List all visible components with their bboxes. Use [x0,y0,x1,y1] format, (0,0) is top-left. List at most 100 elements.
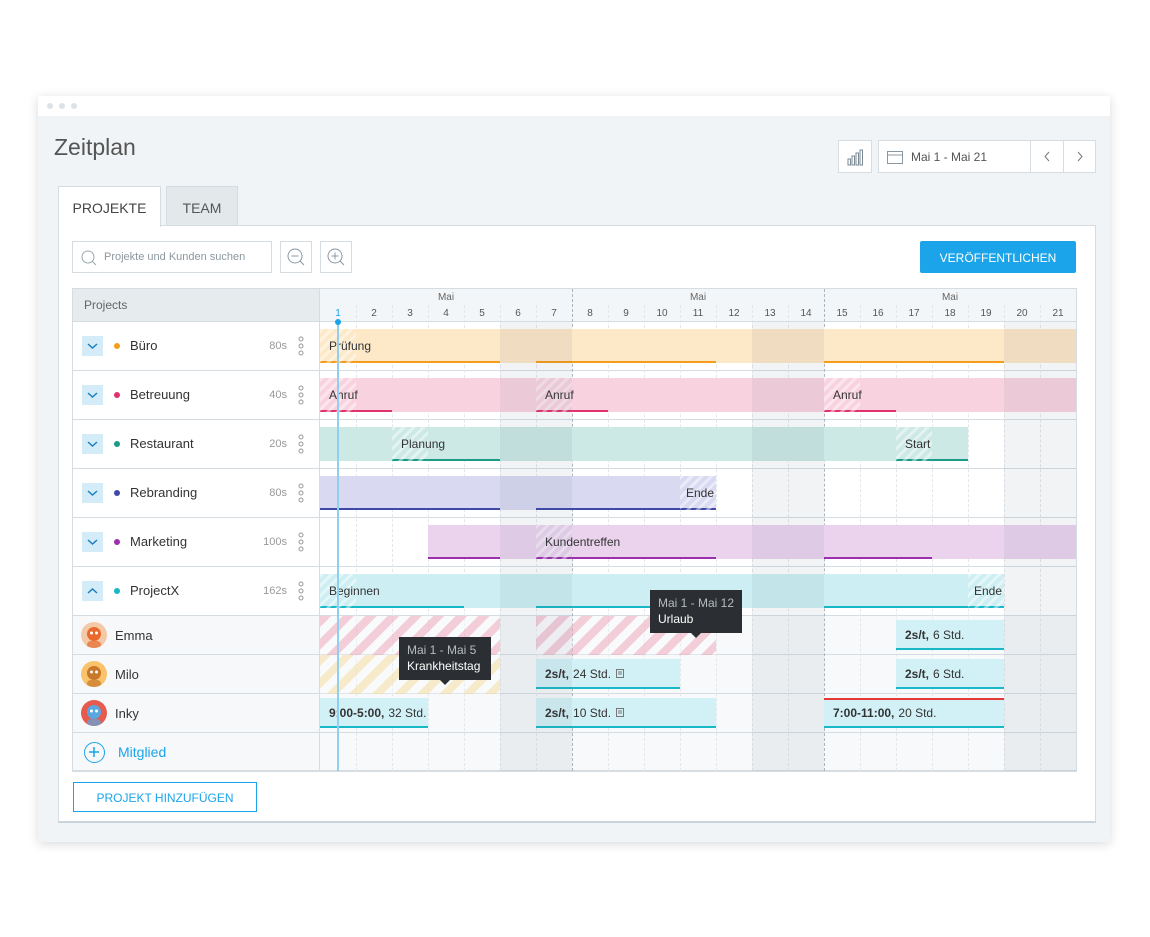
time-rest: 24 Std. [573,667,612,681]
zoom-out[interactable] [280,241,312,273]
calendar-icon [887,151,903,164]
prev-button[interactable] [1030,141,1063,172]
task-label[interactable]: Prüfung [329,339,372,353]
task-label[interactable]: Ende [973,584,1002,598]
project-name: Betreuung [130,387,190,402]
publish-button[interactable]: VERÖFFENTLICHEN [920,241,1076,273]
time-card[interactable] [896,620,1004,650]
project-bar [320,427,968,461]
chevron [87,441,98,448]
time-text: 9:00-5:00, 32 Std. [329,706,426,720]
add-member-icon[interactable] [84,742,105,763]
task-label[interactable]: Planung [401,437,446,451]
day-label: 13 [764,308,776,319]
day-label: 20 [1016,308,1028,319]
add-member-label[interactable]: Mitglied [118,744,167,760]
time-rest: 6 Std. [933,667,965,681]
project-hours: 80s [269,340,287,352]
project-name: Büro [130,338,158,353]
task-label[interactable]: Kundentreffen [545,535,621,549]
project-hours: 20s [269,438,287,450]
progress-line [536,508,716,510]
time-bold: 2s/t, [905,667,930,681]
time-card[interactable] [536,659,680,689]
chevron [87,392,98,399]
expand-toggle[interactable] [82,434,103,454]
progress-line [824,361,1004,363]
progress-line [536,557,716,559]
task-label[interactable]: Start [905,437,931,451]
expand-toggle[interactable] [82,336,103,356]
menu-dots[interactable] [297,581,305,603]
time-card[interactable] [896,659,1004,689]
chevron [87,587,98,594]
day-label: 8 [587,308,593,319]
project-hours: 40s [269,389,287,401]
task-label[interactable]: Anruf [545,388,574,402]
stats-button[interactable] [838,140,872,173]
task-hatch [392,427,428,461]
time-text: 7:00-11:00, 20 Std. [833,706,936,720]
menu-dots[interactable] [297,336,305,358]
publish-label: VERÖFFENTLICHEN [939,251,1057,265]
zoom-in[interactable] [320,241,352,273]
day-label: 6 [515,308,521,319]
task-label[interactable]: Anruf [833,388,862,402]
search-box[interactable]: Projekte und Kunden suchen [72,241,272,273]
avatar-art [87,627,101,648]
add-project-button[interactable]: PROJEKT HINZUFÜGEN [73,782,257,812]
avatar [81,661,107,687]
expand-toggle[interactable] [82,532,103,552]
dots-icon [298,385,304,405]
search-placeholder: Projekte und Kunden suchen [104,251,246,263]
day-label: 14 [800,308,812,319]
menu-dots[interactable] [297,483,305,505]
today-line [337,322,339,771]
note-icon [616,669,625,678]
member-name: Milo [115,667,139,682]
chevron [87,343,98,350]
day-label: 12 [728,308,740,319]
project-hours: 100s [263,536,287,548]
date-picker[interactable]: Mai 1 - Mai 21 [878,140,1096,173]
project-name: Restaurant [130,436,194,451]
dot [59,103,65,109]
time-bold: 2s/t, [545,667,570,681]
project-hours: 162s [263,585,287,597]
dot [71,103,77,109]
time-card[interactable] [536,698,716,728]
time-bold: 7:00-11:00, [833,706,895,720]
project-bar [320,378,1076,412]
member-name: Inky [115,706,139,721]
project-bar [428,525,1076,559]
menu-dots[interactable] [297,532,305,554]
time-rest: 32 Std. [388,706,427,720]
tab-projects[interactable]: PROJEKTE [58,186,161,227]
day-label: 19 [980,308,992,319]
day-label: 11 [692,308,704,319]
menu-dots[interactable] [297,434,305,456]
tooltip [399,637,491,680]
task-label[interactable]: Beginnen [329,584,380,598]
row-left [73,616,320,655]
expand-toggle[interactable] [82,385,103,405]
progress-line [536,410,608,412]
progress-line [896,459,968,461]
row-left [73,694,320,733]
next-button[interactable] [1063,141,1096,172]
day-label: 3 [407,308,413,319]
expand-toggle[interactable] [82,483,103,503]
header-label: Projects [84,298,128,312]
expand-toggle[interactable] [82,581,103,601]
time-text: 2s/t, 6 Std. [905,667,964,681]
tab-team[interactable]: TEAM [166,186,238,225]
menu-dots[interactable] [297,385,305,407]
task-label[interactable]: Ende [685,486,714,500]
task-label[interactable]: Anruf [329,388,358,402]
time-text: 2s/t, 24 Std. [545,667,625,681]
task-hatch [896,427,932,461]
day-label: 2 [371,308,377,319]
chevron-right [1077,151,1083,162]
time-card[interactable] [824,698,1004,728]
dots-icon [298,336,304,356]
